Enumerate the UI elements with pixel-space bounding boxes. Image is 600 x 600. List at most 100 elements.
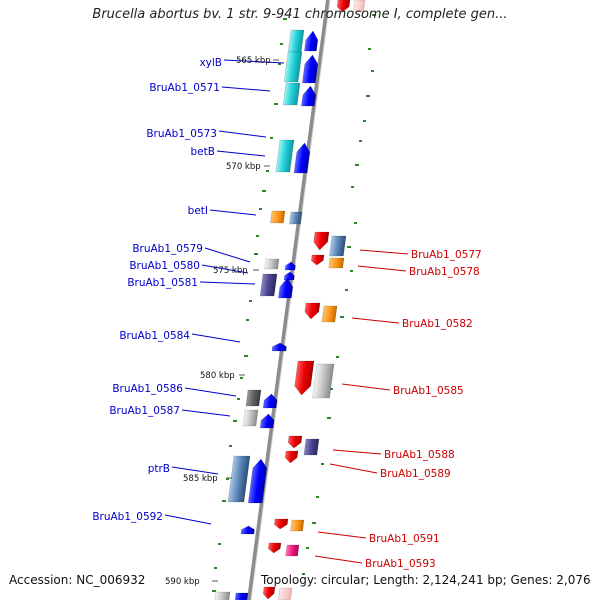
tick-mark [355, 164, 359, 166]
gene-feature-left-shape [304, 30, 319, 52]
kbp-label: 585 kbp [183, 474, 218, 484]
gene-feature-right-shape [328, 257, 345, 269]
gene-feature-left-shape [289, 211, 303, 225]
gene-feature-left [234, 592, 249, 600]
tick-mark [363, 120, 366, 122]
kbp-labels: 565 kbp 570 kbp 575 kbp 580 kbp 585 kbp 590 k… [165, 56, 279, 587]
gene-label-right: BruAb1_0593 [365, 558, 436, 570]
gene-feature-left [302, 54, 319, 84]
left-label-connector [216, 150, 266, 157]
page-title: Brucella abortus bv. 1 str. 9-941 chromo… [92, 7, 508, 22]
gene-label-left: BruAb1_0586 [112, 383, 183, 395]
gene-feature-right [336, 0, 351, 13]
tick-mark [351, 186, 354, 188]
gene-feature-right [290, 519, 305, 532]
gene-labels: xylB BruAb1_0571 BruAb1_0573 betB betI BruAb1… [92, 57, 481, 570]
tick-mark [222, 500, 226, 502]
gene-feature-left-shape [240, 525, 255, 535]
kbp-label: 570 kbp [226, 162, 261, 172]
gene-feature-left-shape [247, 458, 268, 504]
gene-feature-left-shape [245, 389, 262, 407]
right-label-connector [341, 383, 391, 391]
gene-feature-left [283, 271, 295, 281]
gene-label-left: BruAb1_0571 [149, 82, 220, 94]
tick-mark [214, 567, 217, 569]
gene-label-right: BruAb1_0585 [393, 385, 464, 397]
gene-feature-right [284, 450, 299, 464]
tick-mark [226, 478, 229, 480]
kbp-label: 590 kbp [165, 577, 200, 587]
gene-feature-right [311, 254, 325, 266]
left-label-connector [191, 333, 241, 343]
gene-feature-left-shape [283, 271, 295, 281]
tick-mark [246, 319, 249, 321]
gene-feature-left [271, 342, 287, 352]
gene-feature-left-shape [275, 139, 295, 173]
tick-mark [266, 170, 269, 172]
tick-mark [244, 355, 248, 357]
tick-marks [212, 14, 376, 592]
gene-feature-left [245, 389, 262, 407]
gene-feature-left-shape [278, 277, 294, 299]
gene-feature-right [313, 231, 330, 251]
gene-label-left: xylB [199, 57, 222, 69]
left-label-connector [209, 209, 257, 216]
tick-mark [340, 316, 344, 318]
tick-mark [229, 445, 232, 447]
tick-mark [237, 398, 240, 400]
tick-mark [371, 70, 374, 72]
gene-label-left: betI [188, 205, 208, 217]
gene-feature-left-shape [293, 142, 311, 174]
gene-feature-left [278, 277, 294, 299]
gene-feature-left-shape [282, 82, 301, 106]
gene-feature-right-shape [311, 254, 325, 266]
tick-mark [321, 463, 324, 465]
tick-mark [327, 417, 331, 419]
gene-feature-right-shape [294, 360, 315, 396]
gene-feature-left [259, 273, 278, 297]
tick-mark [302, 573, 305, 575]
gene-feature-right-shape [321, 305, 338, 323]
tick-mark [218, 543, 221, 545]
tick-mark [330, 388, 333, 390]
gene-feature-right-shape [287, 435, 303, 449]
gene-feature-right-shape [284, 450, 299, 464]
gene-feature-right [278, 587, 293, 600]
tick-mark [359, 140, 362, 142]
gene-label-left: BruAb1_0587 [109, 405, 180, 417]
gene-feature-left-shape [271, 342, 287, 352]
right-label-connector [332, 449, 382, 455]
tick-mark [280, 43, 283, 45]
gene-feature-left-shape [284, 261, 296, 271]
tick-mark [354, 222, 357, 224]
gene-feature-right-shape [329, 235, 347, 257]
right-label-connector [317, 531, 367, 539]
gene-feature-left-shape [283, 51, 303, 83]
gene-label-left: BruAb1_0581 [127, 277, 198, 289]
left-label-connector [164, 514, 212, 525]
gene-feature-right-shape [304, 302, 321, 320]
gene-features [214, 0, 366, 600]
gene-label-right: BruAb1_0578 [409, 266, 480, 278]
gene-feature-left-shape [234, 592, 249, 600]
gene-feature-right [268, 542, 282, 554]
gene-feature-right-shape [268, 542, 282, 554]
gene-feature-right-shape [274, 518, 289, 530]
gene-feature-left [227, 455, 251, 503]
tick-mark [256, 235, 259, 237]
gene-feature-right-shape [278, 587, 293, 600]
gene-feature-left [275, 139, 295, 173]
gene-feature-left [247, 458, 268, 504]
gene-feature-right [328, 257, 345, 269]
left-label-connector [181, 409, 231, 417]
gene-feature-right [329, 235, 347, 257]
gene-feature-left-shape [264, 258, 280, 270]
gene-feature-right [274, 518, 289, 530]
tick-mark [278, 63, 281, 65]
gene-feature-right [262, 586, 276, 600]
tick-mark [274, 103, 278, 105]
gene-feature-left-shape [302, 54, 319, 84]
gene-feature-right-shape [303, 438, 320, 456]
gene-feature-left [287, 29, 305, 53]
